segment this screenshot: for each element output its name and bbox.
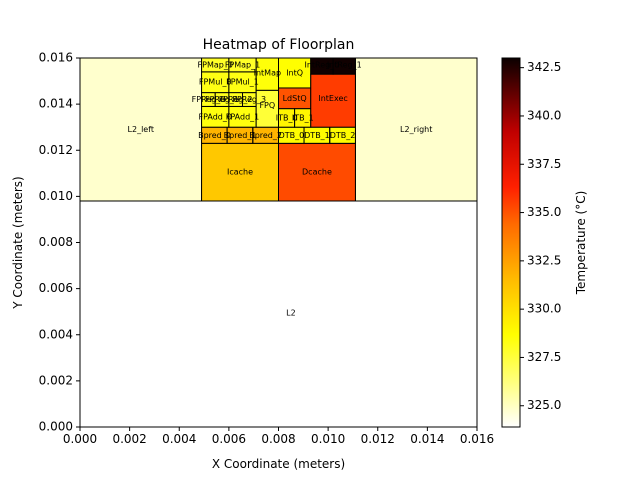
block-label-icache: Icache <box>227 168 253 177</box>
block-label-fpadd-0: FPAdd_0 <box>198 112 232 121</box>
block-label-dtb-1: DTB_1 <box>304 131 330 140</box>
y-tick-label: 0.014 <box>39 97 73 111</box>
block-label-intreg-0: IntReg_0 <box>304 60 339 69</box>
block-label-itb-0: ITB_0 <box>276 113 298 122</box>
y-tick-label: 0.004 <box>39 327 73 341</box>
block-label-fpreg-0: FPReg_0 <box>192 95 226 104</box>
block-label-fpmap-0: FPMap_0 <box>198 60 233 69</box>
block-label-fpmul-0: FPMul_0 <box>199 78 232 87</box>
block-label-fpmap-1: FPMap_1 <box>225 60 260 69</box>
colorbar-ticks: 325.0 327.5 330.0 332.5 335.0 337.5 340.0 342.5 <box>520 60 561 412</box>
x-tick-label: 0.006 <box>212 432 246 446</box>
y-tick-label: 0.008 <box>39 235 73 249</box>
colorbar <box>501 57 521 428</box>
block-label-intmap: IntMap <box>254 68 281 77</box>
y-tick-label: 0.002 <box>39 373 73 387</box>
x-tick-label: 0.012 <box>361 432 395 446</box>
y-tick-label: 0.016 <box>39 51 73 65</box>
x-tick-label: 0.010 <box>311 432 345 446</box>
block-label-intexec: IntExec <box>318 94 347 103</box>
colorbar-tick-label: 337.5 <box>527 157 561 171</box>
chart-title: Heatmap of Floorplan <box>203 37 355 53</box>
block-label-fpreg-1: FPReg_1 <box>205 95 239 104</box>
block-label-dtb-2: DTB_2 <box>330 131 356 140</box>
block-intexec <box>310 73 356 128</box>
x-axis-label: X Coordinate (meters) <box>212 457 345 471</box>
block-label-dcache: Dcache <box>302 168 332 177</box>
x-tick-label: 0.002 <box>112 432 146 446</box>
colorbar-tick-label: 325.0 <box>527 398 561 412</box>
colorbar-tick-label: 335.0 <box>527 205 561 219</box>
block-l2-right <box>354 58 477 202</box>
block-label-l2-right: L2_right <box>400 125 432 134</box>
y-axis-ticks: 0.000 0.002 0.004 0.006 0.008 0.010 0.012 0.014… <box>39 51 80 434</box>
block-l2 <box>80 200 477 427</box>
block-label-itb-1: ITB_1 <box>292 113 314 122</box>
colorbar-tick-label: 342.5 <box>527 60 561 74</box>
block-label-fpadd-1: FPAdd_1 <box>226 112 260 121</box>
y-tick-label: 0.000 <box>39 420 73 434</box>
block-label-fpq: FPQ <box>259 101 275 110</box>
block-label-l2: L2 <box>286 308 296 317</box>
block-label-bpred-1: Bpred_1 <box>224 131 257 140</box>
block-label-dtb-0: DTB_0 <box>279 131 305 140</box>
block-label-bpred-2: Bpred_2 <box>249 131 282 140</box>
block-label-fpmul-1: FPMul_1 <box>226 78 259 87</box>
block-label-intq: IntQ <box>286 68 303 77</box>
colorbar-tick-label: 332.5 <box>527 253 561 267</box>
block-label-bpred-0: Bpred_0 <box>198 131 231 140</box>
block-label-fpreg-3: FPReg_3 <box>232 95 266 104</box>
x-axis-ticks: 0.000 0.002 0.004 0.006 0.008 0.010 0.012 0.014… <box>63 427 494 446</box>
colorbar-tick-label: 330.0 <box>527 302 561 316</box>
y-tick-label: 0.006 <box>39 281 73 295</box>
x-tick-label: 0.004 <box>162 432 196 446</box>
x-tick-label: 0.000 <box>63 432 97 446</box>
y-axis-label: Y Coordinate (meters) <box>11 176 25 309</box>
block-intreg-1 <box>332 58 356 75</box>
block-label-fpreg-2: FPReg_2 <box>219 95 253 104</box>
y-tick-label: 0.012 <box>39 143 73 157</box>
block-label-ldstq: LdStQ <box>283 94 307 103</box>
y-tick-label: 0.010 <box>39 189 73 203</box>
x-tick-label: 0.008 <box>261 432 295 446</box>
blocks-layer <box>80 58 477 427</box>
x-tick-label: 0.016 <box>460 432 494 446</box>
block-label-intreg-1: IntReg_1 <box>327 60 362 69</box>
block-l2-left <box>80 58 203 202</box>
block-label-l2-left: L2_left <box>128 125 155 134</box>
colorbar-tick-label: 327.5 <box>527 350 561 364</box>
colorbar-label: Temperature (°C) <box>574 191 588 296</box>
colorbar-tick-label: 340.0 <box>527 108 561 122</box>
x-tick-label: 0.014 <box>410 432 444 446</box>
